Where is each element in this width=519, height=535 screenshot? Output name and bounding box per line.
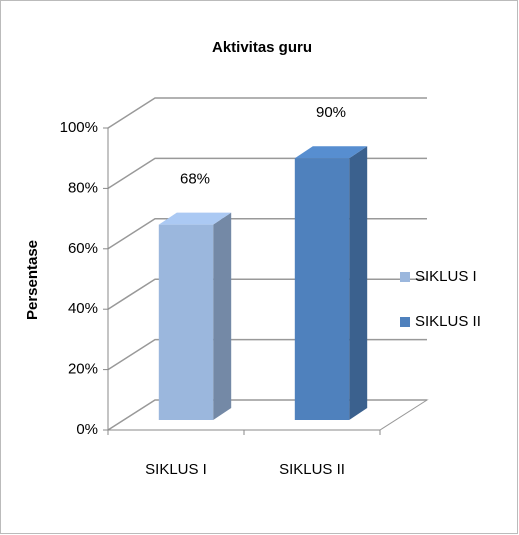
y-tick-label: 80% bbox=[68, 179, 98, 196]
legend-swatch bbox=[400, 317, 410, 327]
bar-top bbox=[158, 212, 232, 225]
bar bbox=[294, 158, 350, 420]
chart-title: Aktivitas guru bbox=[212, 39, 312, 56]
y-tick-label: 60% bbox=[68, 240, 98, 257]
grid-line bbox=[107, 97, 427, 129]
bar-top bbox=[294, 146, 368, 159]
bar-side bbox=[349, 146, 368, 420]
bar-side bbox=[213, 212, 232, 420]
legend-label: SIKLUS I bbox=[415, 268, 477, 285]
bar bbox=[158, 224, 214, 420]
legend-swatch bbox=[400, 272, 410, 282]
y-tick-label: 40% bbox=[68, 300, 98, 317]
y-tick-label: 20% bbox=[68, 361, 98, 378]
value-label: 90% bbox=[316, 104, 346, 121]
y-axis-label: Persentase bbox=[24, 240, 41, 320]
legend-label: SIKLUS II bbox=[415, 313, 481, 330]
value-label: 68% bbox=[180, 171, 210, 188]
x-tick-label: SIKLUS II bbox=[279, 461, 345, 478]
y-tick-label: 0% bbox=[76, 421, 98, 438]
x-tick-label: SIKLUS I bbox=[145, 461, 207, 478]
y-tick-label: 100% bbox=[60, 119, 98, 136]
